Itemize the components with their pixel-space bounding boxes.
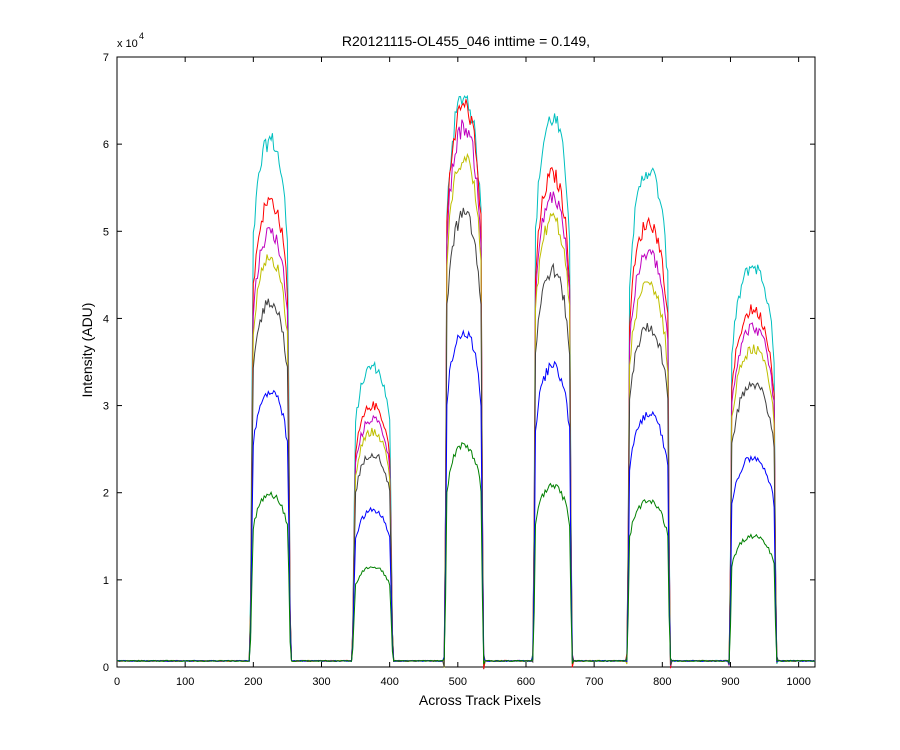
x-axis-label: Across Track Pixels: [419, 692, 541, 708]
y-axis-label: Intensity (ADU): [79, 303, 95, 398]
x-tick-label: 100: [176, 676, 194, 688]
y-tick-label: 0: [103, 662, 109, 674]
x-tick-label: 200: [244, 676, 262, 688]
y-tick-label: 2: [103, 488, 109, 500]
y-tick-label: 7: [103, 52, 109, 64]
x-tick-label: 600: [517, 676, 535, 688]
chart-title: R20121115-OL455_046 inttime = 0.149,: [342, 33, 590, 49]
ticks-layer: 0 100 200 300 400 500 600 700 800 900 1000 0 1 2 3 4 5 6 7: [103, 52, 815, 688]
series-line-green: [116, 442, 816, 665]
y-tick-label: 5: [103, 226, 109, 238]
series-layer: [116, 94, 816, 670]
y-exponent-power: 4: [139, 31, 144, 41]
plot-area: [116, 56, 816, 668]
x-tick-label: 800: [653, 676, 671, 688]
x-tick-label: 500: [449, 676, 467, 688]
x-tick-label: 1000: [786, 676, 810, 688]
x-tick-label: 900: [721, 676, 739, 688]
x-tick-label: 300: [312, 676, 330, 688]
x-tick-label: 400: [380, 676, 398, 688]
x-tick-label: 0: [114, 676, 120, 688]
x-tick-label: 700: [585, 676, 603, 688]
y-tick-label: 4: [103, 313, 109, 325]
y-tick-label: 6: [103, 139, 109, 151]
y-tick-label: 1: [103, 575, 109, 587]
y-tick-label: 3: [103, 401, 109, 413]
y-exponent-label: x 10: [117, 38, 138, 50]
